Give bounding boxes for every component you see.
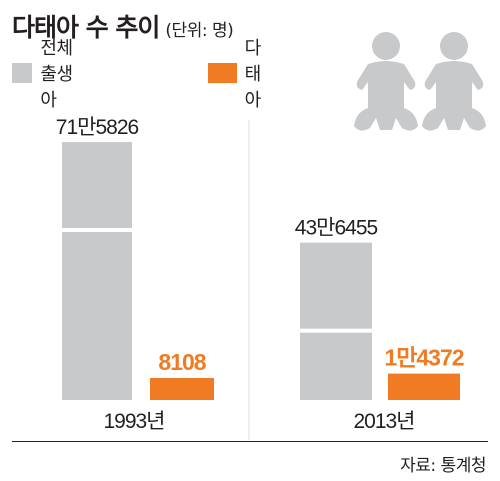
category-label-1: 2013년 xyxy=(353,410,414,433)
source-note: 자료: 통계청 xyxy=(400,456,486,476)
category-label-0: 1993년 xyxy=(103,410,164,433)
bar-total-0 xyxy=(62,142,132,400)
twin-babies-icon xyxy=(354,32,486,131)
bar-multiple-1 xyxy=(388,373,460,400)
data-label-total-0: 71만5826 xyxy=(56,116,139,139)
data-label-multiple-0: 8108 xyxy=(158,349,206,375)
legend-swatch-total xyxy=(12,63,33,83)
data-label-total-1: 43만6455 xyxy=(295,217,378,240)
source-divider xyxy=(12,441,488,442)
data-label-multiple-1: 1만4372 xyxy=(384,345,463,371)
legend-label-total: 전체 출생아 xyxy=(40,38,73,111)
legend-swatch-multiple xyxy=(208,63,237,83)
legend-item-multiple: 다태아 xyxy=(208,38,276,111)
bar-total-1 xyxy=(300,242,372,400)
chart-title-block: 다태아 수 추이 (단위: 명) xyxy=(12,8,234,44)
legend-label-multiple: 다태아 xyxy=(244,38,262,111)
legend-item-total: 전체 출생아 xyxy=(12,38,80,111)
bar-break-0 xyxy=(62,228,132,232)
chart-unit: (단위: 명) xyxy=(165,21,234,41)
bar-multiple-0 xyxy=(150,378,214,400)
bar-break-1 xyxy=(300,328,372,333)
chart-title: 다태아 수 추이 xyxy=(12,13,160,42)
